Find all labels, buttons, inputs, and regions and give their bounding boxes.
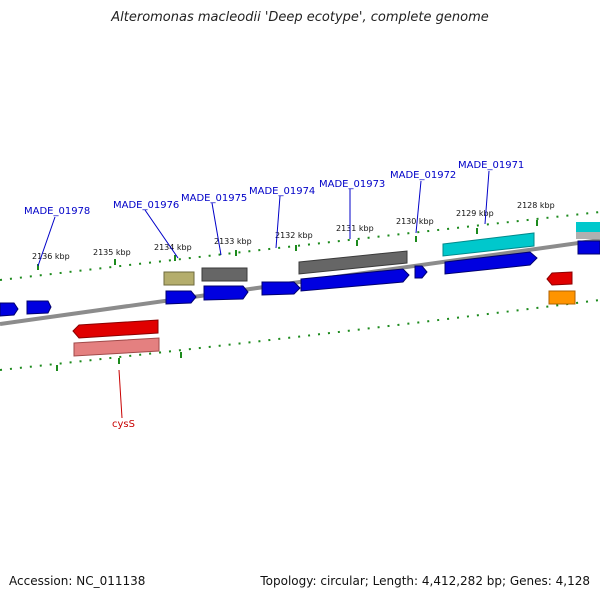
tick-label: 2136 kbp <box>32 252 70 261</box>
gene-arrow-forward[interactable] <box>0 302 19 317</box>
tick-label: 2133 kbp <box>214 237 252 246</box>
gene-label-made-01973[interactable]: MADE_01973 <box>319 179 385 190</box>
tick-label: 2128 kbp <box>517 201 555 210</box>
forward-strand-track <box>0 240 600 317</box>
lower-scale-line <box>0 299 600 371</box>
gene-labels: MADE_01978 MADE_01976 MADE_01975 MADE_01… <box>24 160 524 217</box>
accession-text: Accession: NC_011138 <box>9 574 146 588</box>
gene-arrow-forward[interactable] <box>414 265 428 279</box>
gene-arrow-reverse[interactable] <box>546 271 573 286</box>
tick-labels: 2136 kbp 2135 kbp 2134 kbp 2133 kbp 2132… <box>32 201 555 261</box>
tick-label: 2135 kbp <box>93 248 131 257</box>
tick-label: 2130 kbp <box>396 217 434 226</box>
gene-feature-orange[interactable] <box>548 290 576 305</box>
upper-scale-line <box>0 211 600 281</box>
map-title: Alteromonas macleodii 'Deep ecotype', co… <box>111 10 489 25</box>
upper-major-ticks <box>37 220 538 270</box>
gene-arrow-forward[interactable] <box>165 290 197 305</box>
gene-label-made-01975[interactable]: MADE_01975 <box>181 193 247 204</box>
gene-label-made-01972[interactable]: MADE_01972 <box>390 170 456 181</box>
gene-label-made-01978[interactable]: MADE_01978 <box>24 206 90 217</box>
genome-summary-text: Topology: circular; Length: 4,412,282 bp… <box>260 574 590 588</box>
tick-label: 2134 kbp <box>154 243 192 252</box>
genome-backbone <box>0 238 600 326</box>
tick-label: 2129 kbp <box>456 209 494 218</box>
gene-arrow-forward[interactable] <box>203 285 249 301</box>
gene-feature-gray[interactable] <box>201 267 248 282</box>
gene-label-cyss[interactable]: cysS <box>112 419 135 430</box>
gene-feature-olive[interactable] <box>163 271 195 286</box>
gene-arrow-forward[interactable] <box>577 240 600 255</box>
gene-arrow-forward[interactable] <box>300 268 410 292</box>
gene-feature-gray[interactable] <box>298 250 408 275</box>
lower-major-ticks <box>56 352 182 371</box>
gene-arrow-forward[interactable] <box>444 251 538 275</box>
reverse-strand-track <box>72 271 576 357</box>
gene-feature-light-gray[interactable] <box>576 232 600 239</box>
cyss-leader-line <box>118 369 123 419</box>
tick-label: 2132 kbp <box>275 231 313 240</box>
gene-feature-pink[interactable] <box>73 337 160 357</box>
gene-arrow-forward[interactable] <box>26 300 52 315</box>
gene-label-made-01974[interactable]: MADE_01974 <box>249 186 315 197</box>
gene-leader-lines <box>37 170 490 267</box>
gene-feature-cyan[interactable] <box>576 222 600 232</box>
gene-feature-cyan[interactable] <box>442 232 535 257</box>
tick-label: 2131 kbp <box>336 224 374 233</box>
gene-label-made-01976[interactable]: MADE_01976 <box>113 200 179 211</box>
gene-label-made-01971[interactable]: MADE_01971 <box>458 160 524 171</box>
gene-arrow-forward[interactable] <box>261 281 301 296</box>
gene-arrow-reverse-cyss[interactable] <box>72 319 159 339</box>
upper-feature-track <box>163 222 600 286</box>
